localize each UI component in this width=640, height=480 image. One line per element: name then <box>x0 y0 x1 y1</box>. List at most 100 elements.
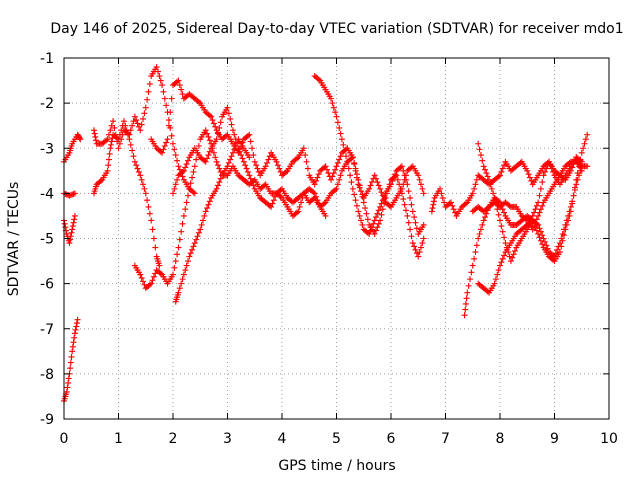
data-point <box>349 185 356 192</box>
data-point <box>574 176 581 183</box>
data-point <box>184 258 191 265</box>
data-point <box>204 130 211 137</box>
data-point <box>303 158 310 165</box>
data-point <box>368 224 375 231</box>
data-point <box>268 203 275 210</box>
data-point <box>70 190 77 197</box>
data-point <box>130 118 137 125</box>
data-point <box>176 82 183 89</box>
data-point <box>450 206 457 213</box>
data-point <box>411 243 418 250</box>
data-point <box>247 175 254 182</box>
data-point <box>400 167 407 174</box>
data-point <box>210 149 217 156</box>
data-point <box>375 220 382 227</box>
data-point <box>227 115 234 122</box>
data-point <box>581 140 588 147</box>
data-point <box>322 212 329 219</box>
data-point <box>217 168 224 175</box>
series-trace-j <box>172 136 253 305</box>
data-point <box>293 155 300 162</box>
data-point <box>108 141 115 148</box>
data-point <box>552 250 559 257</box>
data-point <box>114 135 121 142</box>
data-point <box>417 181 424 188</box>
y-tick-label: -2 <box>40 96 54 112</box>
data-point <box>509 254 516 261</box>
data-point <box>172 258 179 265</box>
data-point <box>302 152 309 159</box>
data-point <box>179 276 186 283</box>
data-point <box>224 163 231 170</box>
data-point <box>189 246 196 253</box>
data-point <box>533 202 540 209</box>
data-point <box>72 326 79 333</box>
data-point <box>338 136 345 143</box>
data-point <box>314 197 321 204</box>
data-point <box>462 300 469 307</box>
data-point <box>62 190 69 197</box>
data-point <box>67 192 74 199</box>
data-point <box>381 193 388 200</box>
data-point <box>428 208 435 215</box>
data-point <box>138 176 145 183</box>
series-trace-b <box>61 212 78 247</box>
data-point <box>172 152 179 159</box>
data-point <box>343 153 350 160</box>
series-trace-p <box>475 163 585 296</box>
data-point <box>191 163 198 170</box>
data-point <box>163 102 170 109</box>
data-point <box>392 171 399 178</box>
data-point <box>373 227 380 234</box>
data-point <box>246 154 253 161</box>
data-point <box>208 113 215 120</box>
data-point <box>371 217 378 224</box>
data-point <box>522 216 529 223</box>
data-point <box>223 132 230 139</box>
data-point <box>68 353 75 360</box>
data-point <box>484 173 491 180</box>
data-point <box>106 150 113 157</box>
data-point <box>199 217 206 224</box>
data-point <box>145 88 152 95</box>
data-point <box>311 181 318 188</box>
data-point <box>370 220 377 227</box>
data-point <box>152 244 159 251</box>
data-point <box>262 163 269 170</box>
data-point <box>269 200 276 207</box>
data-point <box>212 123 219 130</box>
data-point <box>146 210 153 217</box>
data-point <box>398 163 405 170</box>
data-point <box>160 146 167 153</box>
data-point <box>566 159 573 166</box>
data-point <box>501 252 508 259</box>
data-point <box>70 219 77 226</box>
data-point <box>107 127 114 134</box>
data-point <box>315 171 322 178</box>
data-point <box>333 185 340 192</box>
data-point <box>334 181 341 188</box>
data-point <box>401 172 408 179</box>
data-point <box>449 202 456 209</box>
data-point <box>407 194 414 201</box>
data-point <box>71 190 78 197</box>
data-point <box>528 177 535 184</box>
data-point <box>148 217 155 224</box>
data-point <box>378 189 385 196</box>
data-point <box>206 112 213 119</box>
data-point <box>582 136 589 143</box>
data-point <box>202 127 209 134</box>
data-point <box>467 276 474 283</box>
data-point <box>405 188 412 195</box>
y-tick-label: -5 <box>40 232 54 248</box>
data-point <box>214 130 221 137</box>
data-point <box>148 280 155 287</box>
data-point <box>131 158 138 165</box>
data-point <box>170 271 176 278</box>
data-point <box>70 339 77 346</box>
data-point <box>239 155 246 162</box>
data-point <box>540 235 547 242</box>
data-point <box>137 172 144 179</box>
data-point <box>411 214 418 221</box>
data-point <box>408 233 415 240</box>
